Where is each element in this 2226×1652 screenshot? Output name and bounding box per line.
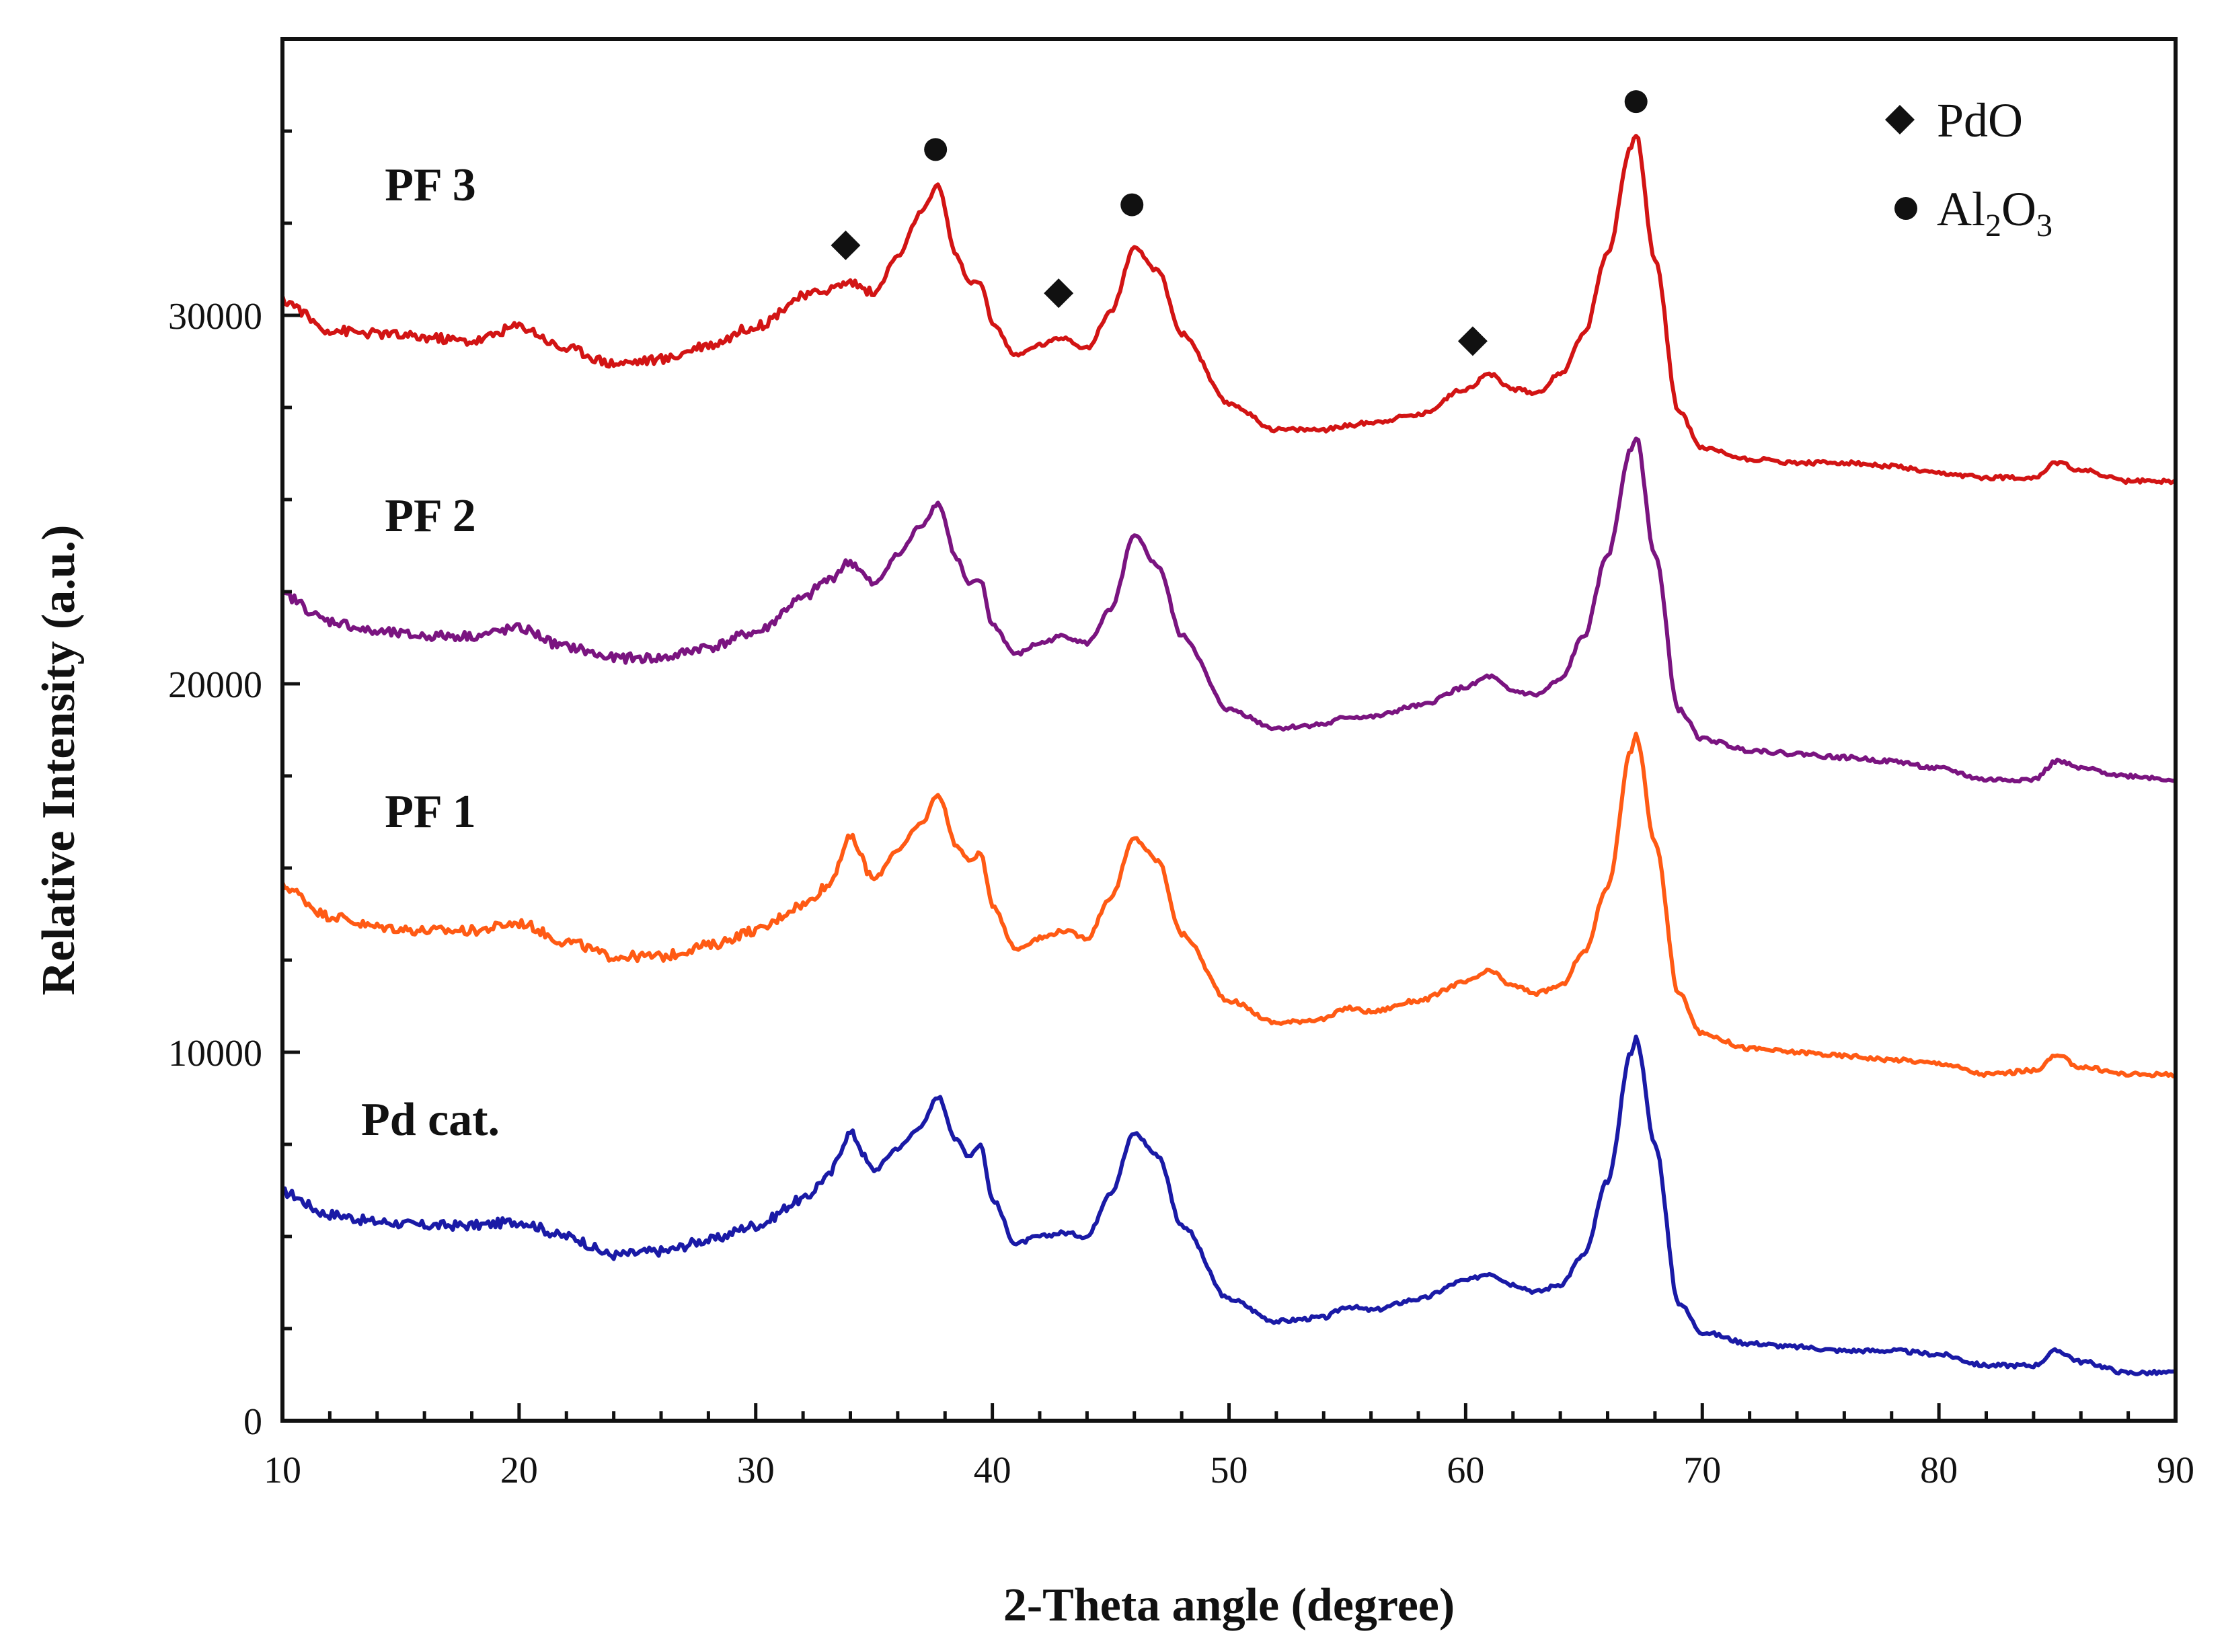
y-tick-label: 30000: [168, 296, 262, 338]
plot-frame: [280, 37, 2178, 1423]
x-tick-label: 80: [1920, 1450, 1958, 1491]
pdo-peak-marker: [1044, 278, 1074, 309]
series-line-pf-2: [281, 436, 2177, 784]
series-labels: Pd cat. PF 1 PF 2 PF 3: [361, 159, 500, 1146]
al2o3-peak-marker: [1624, 90, 1648, 114]
al2o3-peak-marker: [924, 138, 948, 161]
series-label: PF 1: [385, 786, 475, 838]
series-label: Pd cat.: [361, 1094, 500, 1146]
x-tick-label: 90: [2157, 1450, 2194, 1491]
x-tick-label: 50: [1211, 1450, 1248, 1491]
x-tick-label: 30: [737, 1450, 775, 1491]
pdo-peak-marker: [1457, 326, 1488, 356]
legend: PdO Al2O3: [1885, 93, 2052, 243]
series-label: PF 2: [385, 490, 475, 542]
x-tick-label: 20: [500, 1450, 538, 1491]
legend-circle-icon: [1894, 197, 1917, 220]
x-tick-label: 70: [1683, 1450, 1721, 1491]
al2o3-peak-marker: [1120, 193, 1144, 217]
series-line-pf-1: [280, 732, 2176, 1078]
x-tick-label: 10: [264, 1450, 301, 1491]
x-axis-ticks: 10 20 30 40 50 60 70 80 90: [264, 1403, 2194, 1491]
y-axis-title: Relative Intensity (a.u.): [33, 525, 85, 996]
peak-markers: [831, 90, 1648, 356]
series-lines: [280, 134, 2177, 1377]
x-axis-title: 2-Theta angle (degree): [1003, 1579, 1455, 1631]
legend-al2o3-label: Al2O3: [1937, 182, 2052, 243]
pdo-peak-marker: [831, 230, 861, 260]
x-tick-label: 60: [1447, 1450, 1484, 1491]
y-tick-label: 0: [243, 1401, 262, 1443]
y-tick-label: 20000: [168, 664, 262, 706]
series-line-pd-cat: [282, 1034, 2176, 1377]
legend-pdo-label: PdO: [1937, 93, 2023, 147]
series-line-pf-3: [280, 134, 2177, 485]
series-label: PF 3: [385, 159, 475, 211]
y-axis-ticks: 0 10000 20000 30000: [168, 37, 300, 1443]
x-tick-label: 40: [974, 1450, 1011, 1491]
y-tick-label: 10000: [168, 1033, 262, 1074]
legend-diamond-icon: [1885, 105, 1915, 134]
